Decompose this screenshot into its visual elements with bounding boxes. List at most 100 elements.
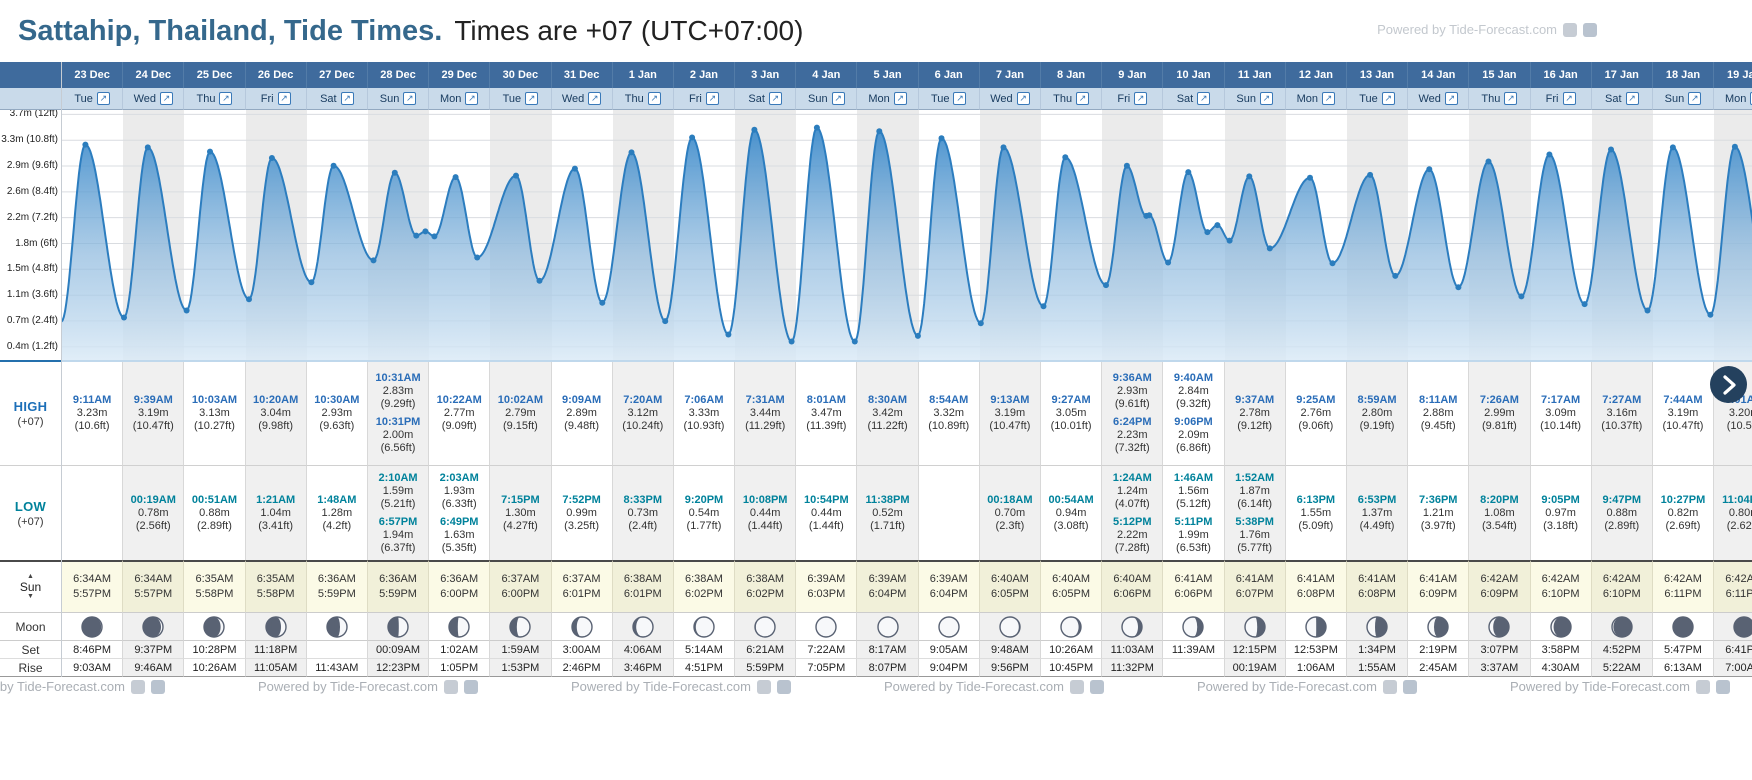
moonset-cell: 11:18PM: [245, 640, 307, 658]
moonset-row-header: Set: [0, 640, 61, 658]
next-days-button[interactable]: [1710, 366, 1747, 403]
tide-height-ft: (2.69ft): [1665, 519, 1701, 532]
expand-day-button[interactable]: ↗: [1197, 92, 1211, 105]
y-axis: 3.7m (12ft) 3.3m (10.8ft) 2.9m (9.6ft) 2.6m…: [0, 110, 61, 362]
expand-day-button[interactable]: ↗: [647, 92, 661, 105]
expand-day-button[interactable]: ↗: [1688, 92, 1702, 105]
expand-day-button[interactable]: ↗: [1381, 92, 1395, 105]
expand-day-button[interactable]: ↗: [893, 92, 907, 105]
date-header: 29 Dec: [429, 62, 491, 88]
expand-day-button[interactable]: ↗: [1444, 92, 1458, 105]
moon-phase-icon: [570, 615, 593, 638]
chart-column-bg: [1346, 110, 1409, 362]
tide-height-m: 2.99m: [1484, 407, 1515, 419]
tide-time: 9:05PM: [1541, 493, 1580, 506]
page-title: Sattahip, Thailand, Tide Times.: [18, 14, 443, 47]
tide-height-m: 2.80m: [1361, 407, 1393, 419]
moon-phase-icon: [326, 615, 348, 638]
expand-day-button[interactable]: ↗: [1134, 92, 1148, 105]
expand-day-button[interactable]: ↗: [1016, 92, 1030, 105]
tide-height-ft: (6.56ft): [380, 442, 416, 454]
tide-time: 6:24PM: [1113, 416, 1152, 428]
chart-column-bg: [551, 110, 613, 362]
expand-day-button[interactable]: ↗: [1259, 92, 1273, 105]
low-tide-event: 7:15PM 1.30m (4.27ft): [501, 494, 540, 533]
expand-day-button[interactable]: ↗: [588, 92, 602, 105]
sunrise-time: 6:39AM: [929, 573, 968, 585]
sunrise-time: 6:38AM: [685, 573, 723, 585]
tide-height-ft: (3.08ft): [1053, 519, 1089, 532]
expand-day-button[interactable]: ↗: [1504, 92, 1518, 105]
moon-phase-cell: [123, 612, 185, 640]
moon-phase-icon: [999, 615, 1021, 638]
tide-height-m: 3.42m: [872, 407, 903, 419]
powered-by-watermark: Powered by Tide-Forecast.com: [1197, 679, 1510, 694]
moonset-cell: 4:52PM: [1591, 640, 1653, 658]
tide-height-ft: (9.09ft): [441, 420, 477, 432]
low-tz-label: (+07): [17, 515, 44, 528]
tide-height-m: 3.05m: [1055, 407, 1087, 419]
day-column: 9 Jan Fri ↗ 9:36AM 2.93m (9.61ft) 6:24PM 2.2…: [1102, 62, 1164, 677]
chart-column-bg: [1102, 110, 1164, 362]
tide-time: 10:30AM: [314, 394, 360, 406]
expand-day-button[interactable]: ↗: [1562, 92, 1576, 105]
tide-height-m: 0.82m: [1667, 506, 1699, 519]
day-column: 8 Jan Thu ↗ 9:27AM 3.05m (10.01ft) 00:54AM…: [1041, 62, 1103, 677]
tide-height-m: 0.44m: [811, 506, 842, 519]
high-tide-event: 8:59AM 2.80m (9.19ft): [1357, 394, 1396, 433]
moon-phase-cell: [1163, 612, 1225, 640]
expand-day-button[interactable]: ↗: [403, 92, 417, 105]
sunset-time: 6:11PM: [1725, 588, 1752, 600]
tide-time: 8:11AM: [1418, 394, 1458, 406]
sunset-time: 6:09PM: [1419, 588, 1458, 600]
tide-time: 10:27PM: [1660, 493, 1706, 506]
moon-phase-icon: [264, 615, 287, 638]
tide-time: 2:10AM: [378, 471, 418, 484]
moonrise-cell: 7:05PM: [796, 658, 858, 677]
high-tide-event: 8:11AM 2.88m (9.45ft): [1419, 394, 1458, 433]
expand-day-button[interactable]: ↗: [340, 92, 354, 105]
weekday-label: Sun: [379, 92, 400, 105]
tide-time: 1:21AM: [256, 493, 296, 506]
expand-day-button[interactable]: ↗: [1322, 92, 1336, 105]
expand-day-button[interactable]: ↗: [705, 92, 719, 105]
expand-day-button[interactable]: ↗: [831, 92, 845, 105]
watermark-badge-icon: [1402, 679, 1417, 694]
expand-day-button[interactable]: ↗: [96, 92, 110, 105]
tide-time: 9:09AM: [562, 394, 602, 406]
tide-time: 2:03AM: [439, 471, 479, 484]
chart-column-bg: [673, 110, 736, 362]
sun-times-cell: 6:42AM 6:09PM: [1469, 560, 1531, 612]
moonset-cell: 10:28PM: [184, 640, 246, 658]
moon-phase-icon: [1305, 615, 1327, 638]
tide-time: 9:37AM: [1235, 394, 1275, 406]
expand-day-button[interactable]: ↗: [277, 92, 291, 105]
expand-day-button[interactable]: ↗: [465, 92, 479, 105]
high-tide-event: 9:39AM 3.19m (10.47ft): [133, 394, 174, 433]
moon-phase-cell: [1652, 612, 1715, 640]
low-tide-event: 11:38PM 0.52m (1.71ft): [866, 494, 910, 533]
expand-day-button[interactable]: ↗: [1076, 92, 1090, 105]
expand-day-button[interactable]: ↗: [1625, 92, 1639, 105]
expand-day-button[interactable]: ↗: [768, 92, 782, 105]
sunset-time: 6:00PM: [440, 588, 479, 600]
expand-day-button[interactable]: ↗: [159, 92, 173, 105]
high-row-header: HIGH (+07): [0, 362, 61, 465]
moon-phase-icon: [387, 615, 409, 638]
high-tide-event: 6:24PM 2.23m (7.32ft): [1113, 416, 1152, 455]
tide-height-ft: (10.27ft): [193, 420, 235, 432]
low-tide-event: 9:47PM 0.88m (2.89ft): [1603, 494, 1642, 533]
moon-phase-icon: [1733, 615, 1752, 638]
expand-day-button[interactable]: ↗: [1750, 92, 1752, 105]
sunrise-time: 6:37AM: [501, 573, 540, 585]
high-tide-cell: 7:06AM 3.33m (10.93ft): [673, 362, 736, 465]
moonrise-cell: 5:22AM: [1591, 658, 1653, 677]
expand-day-button[interactable]: ↗: [219, 92, 233, 105]
weekday-cell: Sun ↗: [796, 88, 858, 110]
expand-day-button[interactable]: ↗: [525, 92, 539, 105]
sunrise-time: 6:38AM: [623, 573, 662, 585]
expand-day-button[interactable]: ↗: [953, 92, 967, 105]
sunset-time: 6:01PM: [623, 588, 662, 600]
tide-height-ft: (9.81ft): [1481, 420, 1517, 432]
moonrise-cell: 10:26AM: [184, 658, 246, 677]
